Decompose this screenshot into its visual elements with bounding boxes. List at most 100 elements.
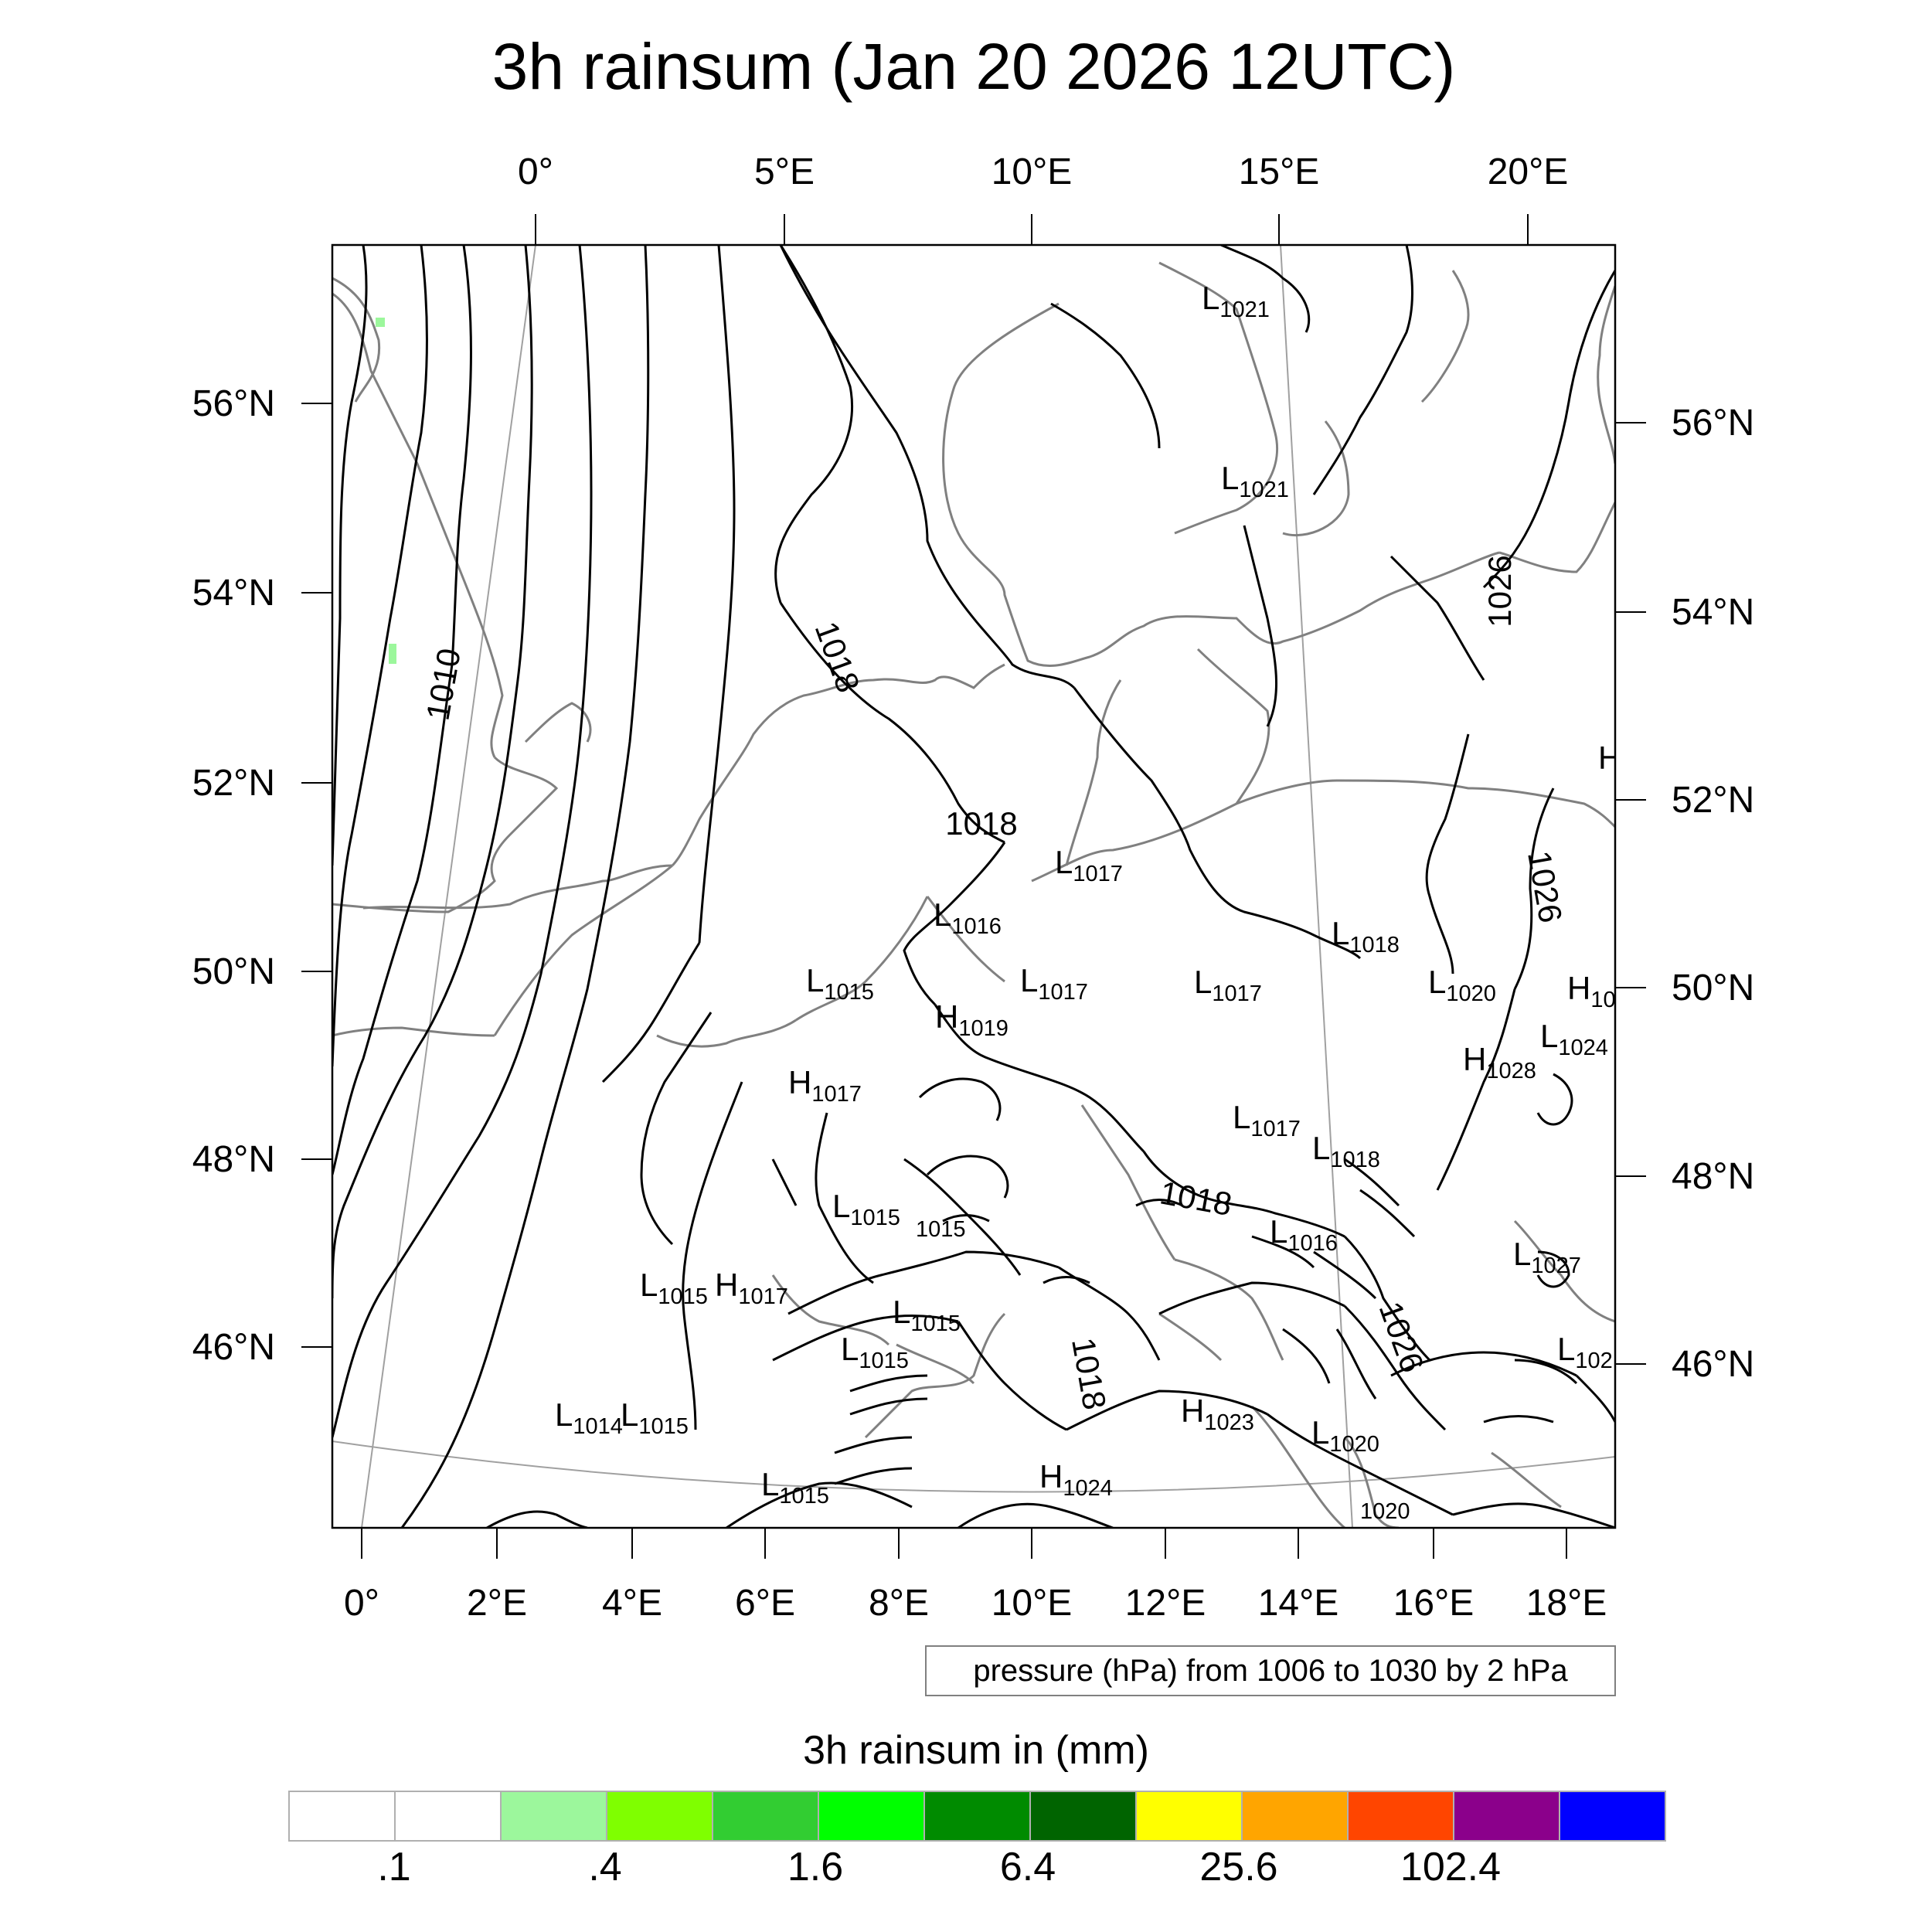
legend-swatch xyxy=(1453,1791,1560,1842)
contour-info-text: pressure (hPa) from 1006 to 1030 by 2 hP… xyxy=(973,1654,1568,1688)
lon-label: 0° xyxy=(344,1583,379,1624)
top-lon-labels: 0° 5°E 10°E 15°E 20°E xyxy=(518,151,1568,192)
coastlines xyxy=(332,261,1615,1528)
pressure-center-label: L1021 xyxy=(1202,280,1270,322)
legend-label: 102.4 xyxy=(1400,1845,1501,1889)
plot-area: 1010 1018 1018 1018 1018 1026 1026 1026 … xyxy=(331,243,1621,1529)
lat-label: 56°N xyxy=(1672,403,1754,444)
lat-label: 52°N xyxy=(192,763,275,804)
pressure-center-label: L1015 xyxy=(832,1188,900,1230)
pressure-center-label: L1017 xyxy=(1233,1099,1301,1141)
axis-ticks xyxy=(301,214,1646,1559)
map-title: 3h rainsum (Jan 20 2026 12UTC) xyxy=(492,30,1456,103)
legend-swatch xyxy=(712,1791,819,1842)
pressure-center-label: L1027 xyxy=(1513,1236,1581,1278)
legend-swatch xyxy=(1559,1791,1666,1842)
pressure-center-label: L1017 xyxy=(1055,844,1123,886)
pressure-center-label: H10 xyxy=(1567,970,1616,1012)
lat-label: 56°N xyxy=(192,383,275,424)
pressure-center-label: L1015 xyxy=(640,1267,708,1309)
legend-swatch xyxy=(1029,1791,1137,1842)
legend-swatch xyxy=(606,1791,713,1842)
right-lat-labels: 56°N 54°N 52°N 50°N 48°N 46°N xyxy=(1672,403,1754,1385)
lat-label: 46°N xyxy=(1672,1344,1754,1385)
pressure-center-label: L1018 xyxy=(1312,1130,1380,1172)
pressure-center-label: L1015 xyxy=(806,962,874,1005)
pressure-center-label: L1024 xyxy=(1540,1018,1608,1060)
legend-label: .1 xyxy=(377,1845,410,1889)
pressure-center-label: H1023 xyxy=(1181,1393,1254,1435)
graticule xyxy=(332,245,1615,1528)
pressure-center-label: 1015 xyxy=(916,1217,966,1242)
lat-label: 48°N xyxy=(192,1139,275,1180)
lat-label: 48°N xyxy=(1672,1156,1754,1197)
legend-swatch xyxy=(1347,1791,1454,1842)
lat-label: 54°N xyxy=(192,573,275,614)
pressure-center-label: L1015 xyxy=(841,1331,909,1373)
pressure-center-label: L1015 xyxy=(621,1396,689,1439)
lon-label: 2°E xyxy=(467,1583,527,1624)
legend-label: 1.6 xyxy=(787,1845,843,1889)
legend-label: 6.4 xyxy=(1000,1845,1056,1889)
legend-label: .4 xyxy=(588,1845,621,1889)
legend-swatch xyxy=(818,1791,925,1842)
legend-swatch xyxy=(288,1791,396,1842)
pressure-center-label: H1017 xyxy=(715,1267,788,1309)
plot-frame xyxy=(331,243,1617,1529)
pressure-center-label: H1028 xyxy=(1463,1041,1536,1083)
pressure-center-label: H1017 xyxy=(788,1064,862,1107)
pressure-centers: L1021 L1021 L1017 L1016 L1018 L1015 L101… xyxy=(555,280,1621,1524)
lon-label: 10°E xyxy=(992,151,1073,192)
pressure-center-label: L1016 xyxy=(1270,1213,1338,1256)
left-lat-labels: 56°N 54°N 52°N 50°N 48°N 46°N xyxy=(192,383,275,1368)
legend-swatch xyxy=(923,1791,1031,1842)
contour-label-1018: 1018 xyxy=(945,805,1017,842)
pressure-center-label: H xyxy=(1598,740,1621,776)
pressure-center-label: H1019 xyxy=(935,998,1009,1041)
legend-swatch xyxy=(394,1791,502,1842)
lat-label: 54°N xyxy=(1672,592,1754,633)
pressure-center-label: L102 xyxy=(1557,1331,1613,1373)
lon-label: 4°E xyxy=(602,1583,662,1624)
pressure-center-label: L1018 xyxy=(1332,915,1400,957)
lat-label: 50°N xyxy=(1672,968,1754,1009)
map-layers xyxy=(332,245,1615,1528)
pressure-center-label: L1021 xyxy=(1221,460,1289,502)
lon-label: 6°E xyxy=(735,1583,795,1624)
lon-label: 12°E xyxy=(1125,1583,1206,1624)
lat-label: 52°N xyxy=(1672,780,1754,821)
pressure-center-label: H1024 xyxy=(1039,1458,1113,1501)
legend-swatch xyxy=(1135,1791,1243,1842)
map-background xyxy=(332,245,1615,1528)
pressure-center-label: 1020 xyxy=(1360,1499,1410,1524)
legend-label: 25.6 xyxy=(1199,1845,1277,1889)
contour-info-box: pressure (hPa) from 1006 to 1030 by 2 hP… xyxy=(925,1645,1616,1696)
lat-label: 46°N xyxy=(192,1327,275,1368)
rain-patches xyxy=(376,318,396,664)
lon-label: 20°E xyxy=(1488,151,1569,192)
pressure-center-label: L1015 xyxy=(893,1294,961,1336)
legend-labels: .1 .4 1.6 6.4 25.6 102.4 xyxy=(377,1845,1501,1889)
lat-label: 50°N xyxy=(192,951,275,992)
lon-label: 0° xyxy=(518,151,553,192)
lon-label: 18°E xyxy=(1526,1583,1607,1624)
legend-title: 3h rainsum in (mm) xyxy=(803,1728,1149,1773)
lon-label: 14°E xyxy=(1258,1583,1339,1624)
lon-label: 10°E xyxy=(992,1583,1073,1624)
pressure-center-label: L1020 xyxy=(1428,964,1496,1006)
legend-swatch xyxy=(500,1791,607,1842)
lon-label: 8°E xyxy=(869,1583,929,1624)
pressure-center-label: L1017 xyxy=(1020,962,1088,1005)
pressure-center-label: L1017 xyxy=(1194,964,1262,1006)
legend-swatch xyxy=(1241,1791,1349,1842)
contour-label-1026: 1026 xyxy=(1481,555,1518,627)
lon-label: 15°E xyxy=(1239,151,1320,192)
pressure-center-label: L1014 xyxy=(555,1396,623,1439)
pressure-center-label: L1020 xyxy=(1311,1414,1379,1457)
lon-label: 16°E xyxy=(1393,1583,1475,1624)
pressure-center-label: L1015 xyxy=(761,1466,829,1509)
pressure-center-label: L1016 xyxy=(934,896,1002,939)
isobars xyxy=(332,245,1615,1528)
